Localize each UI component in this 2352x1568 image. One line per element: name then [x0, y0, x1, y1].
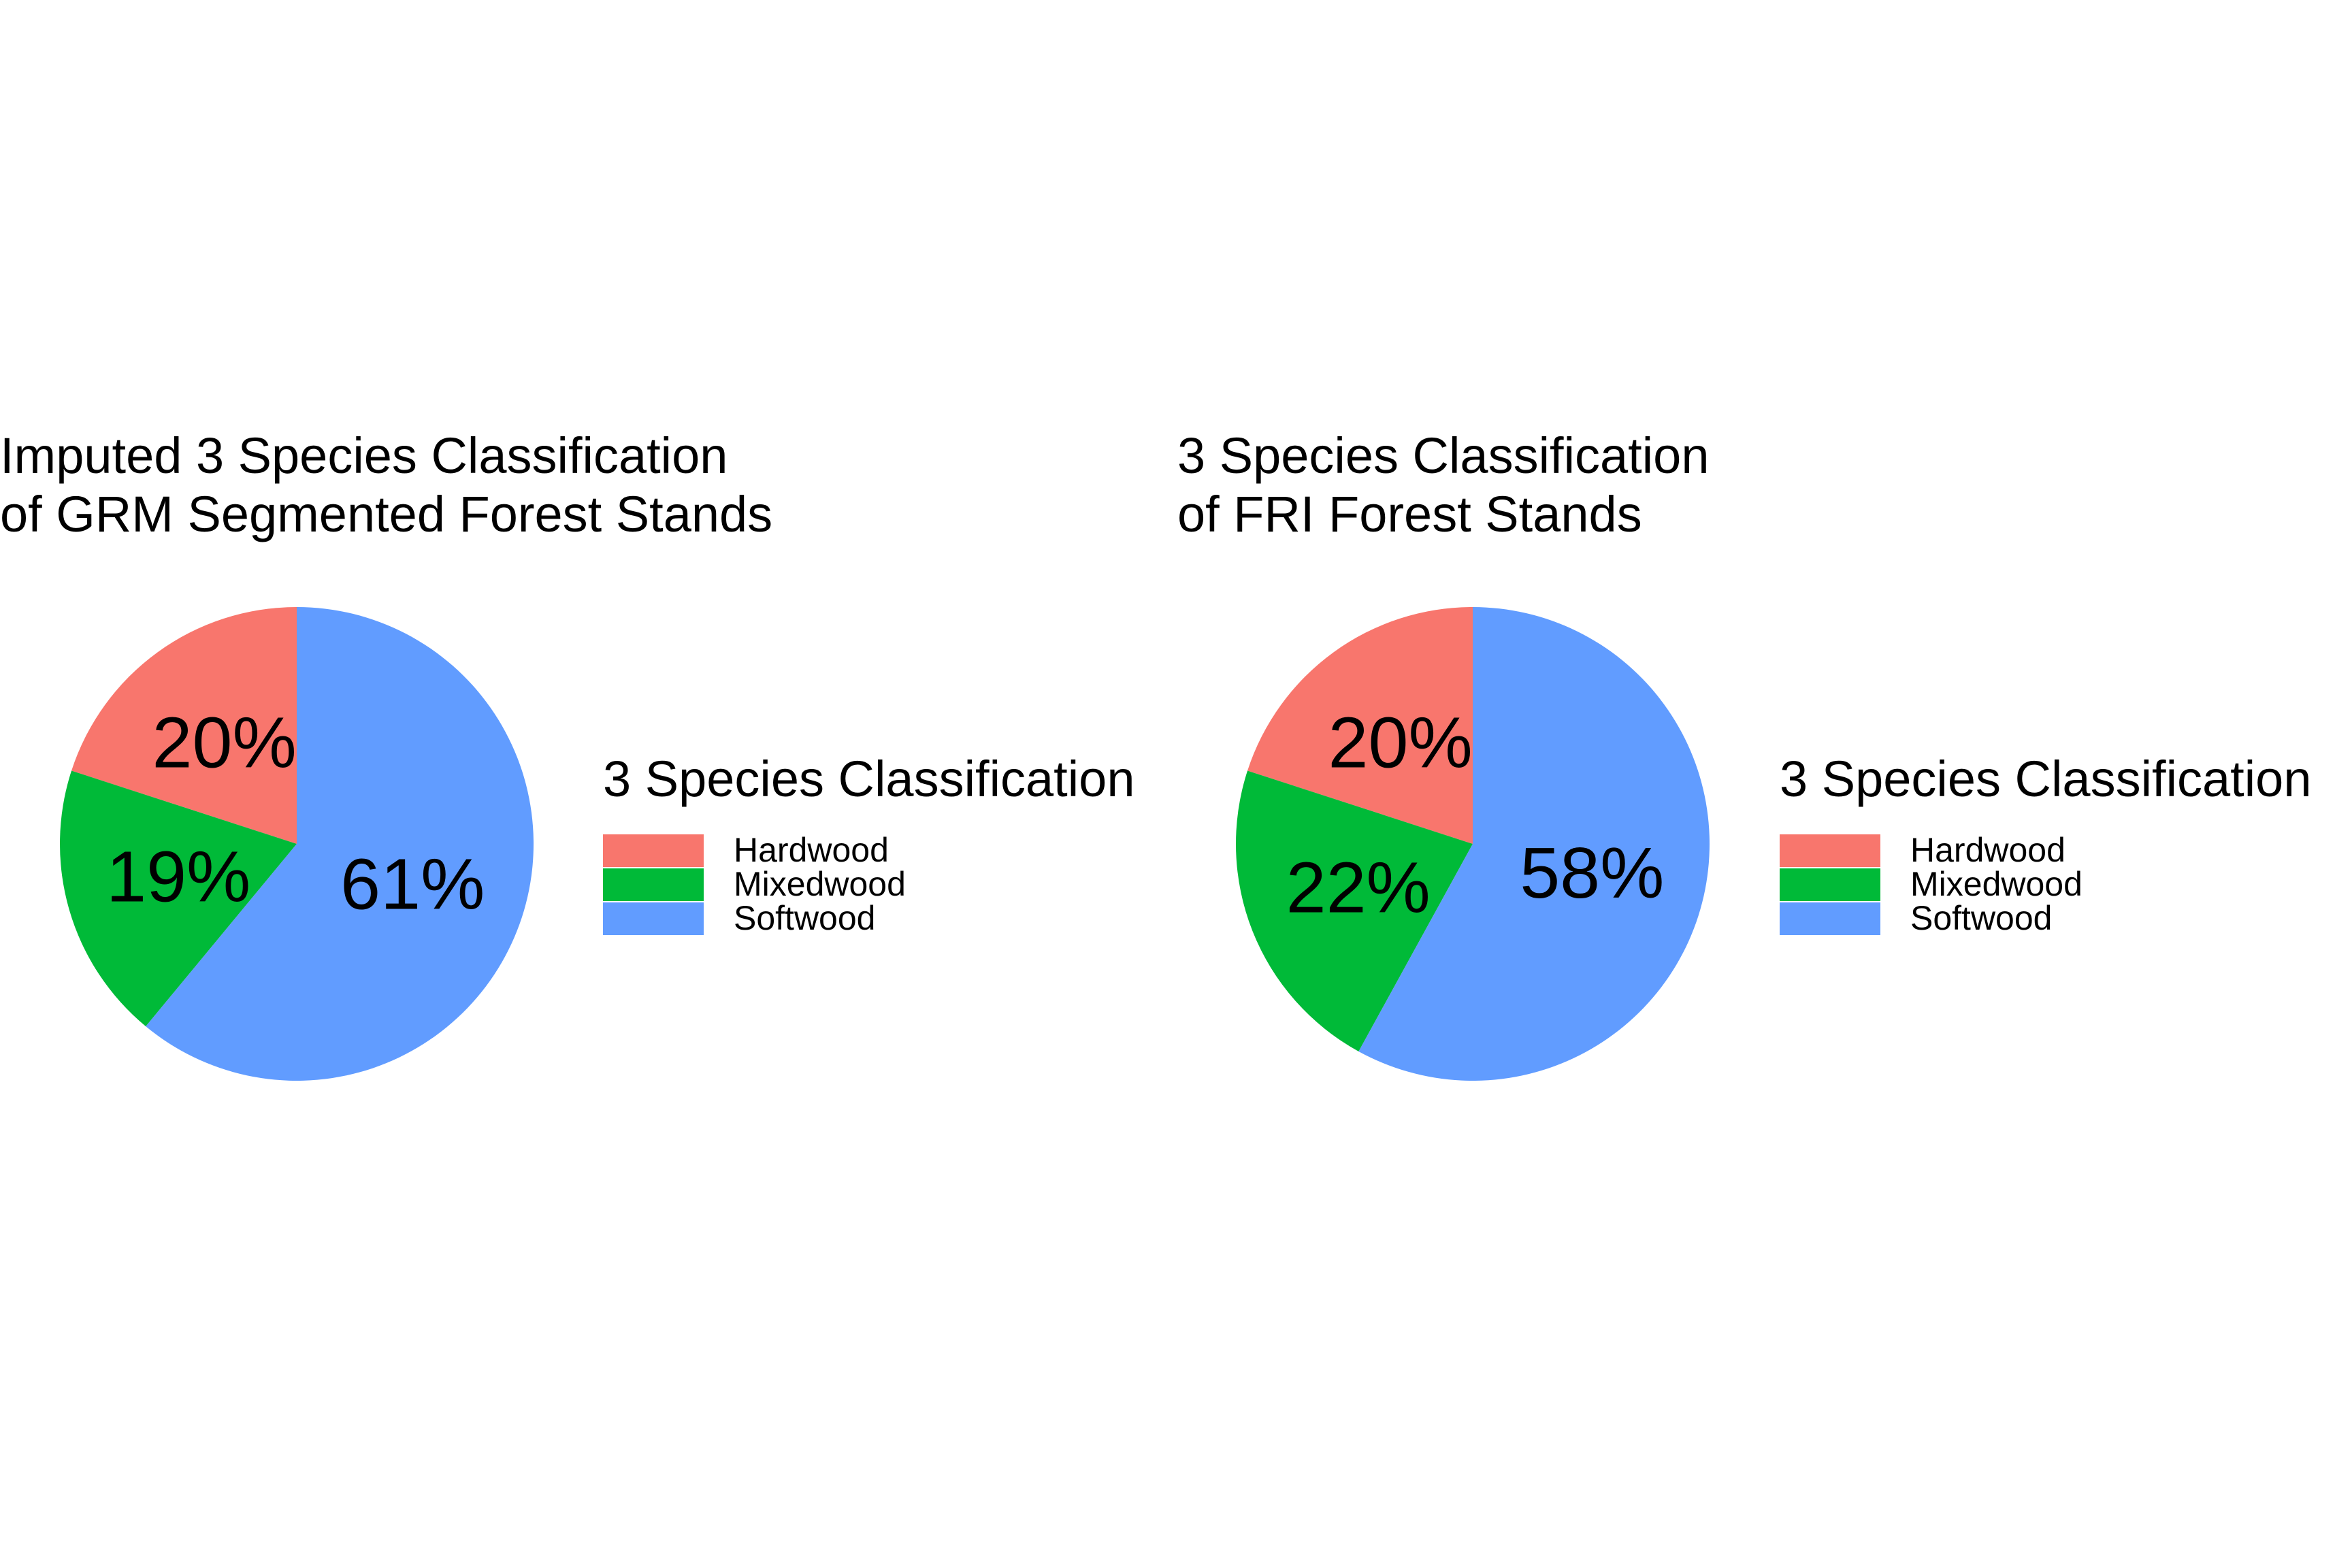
legend-title: 3 Species Classification: [1780, 751, 2311, 807]
legend-key-hardwood: [603, 834, 704, 867]
chart-title-line-2: of GRM Segmented Forest Stands: [0, 486, 772, 542]
legend-label-hardwood: Hardwood: [1910, 831, 2065, 869]
legend-key-mixedwood: [1780, 868, 1880, 901]
legend-label-hardwood: Hardwood: [734, 831, 889, 869]
chart-title-line-1: Imputed 3 Species Classification: [0, 427, 728, 484]
legend-key-softwood: [603, 902, 704, 935]
legend-label-softwood: Softwood: [734, 899, 875, 937]
slice-label-softwood: 61%: [340, 844, 485, 924]
slice-label-hardwood: 20%: [1328, 703, 1473, 783]
pie-slice-mixedwood: [59, 770, 297, 1027]
pie-slice-hardwood: [1247, 607, 1473, 844]
chart-title-line-1: 3 Species Classification: [1177, 427, 1709, 484]
pie-slice-softwood: [1358, 607, 1710, 1081]
legend-key-hardwood: [1780, 834, 1880, 867]
legend-key-mixedwood: [603, 868, 704, 901]
pie-slice-mixedwood: [1236, 770, 1473, 1051]
legend-key-softwood: [1780, 902, 1880, 935]
legend-label-softwood: Softwood: [1910, 899, 2052, 937]
chart-title-line-2: of FRI Forest Stands: [1177, 486, 1642, 542]
legend-title: 3 Species Classification: [603, 751, 1134, 807]
slice-label-hardwood: 20%: [152, 703, 297, 783]
legend-label-mixedwood: Mixedwood: [1910, 865, 2082, 903]
legend-label-mixedwood: Mixedwood: [734, 865, 906, 903]
slice-label-mixedwood: 22%: [1286, 848, 1431, 928]
pie-slice-hardwood: [71, 607, 297, 844]
slice-label-mixedwood: 19%: [106, 836, 250, 917]
legend: 3 Species Classification HardwoodMixedwoo…: [1780, 751, 2311, 937]
slice-label-softwood: 58%: [1520, 833, 1664, 913]
legend: 3 Species Classification HardwoodMixedwoo…: [603, 751, 1134, 937]
pie-slice-softwood: [146, 607, 534, 1081]
